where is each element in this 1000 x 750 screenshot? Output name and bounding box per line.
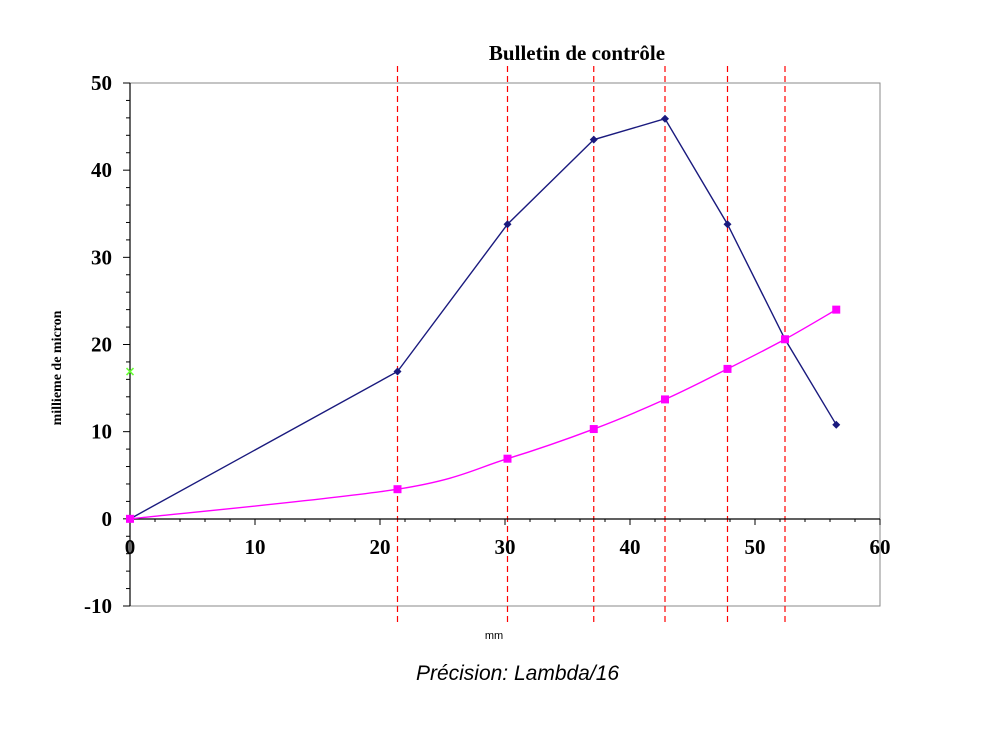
y-tick-label: 40 <box>91 158 112 182</box>
series-2-point <box>723 364 732 373</box>
series-2-point <box>781 335 789 344</box>
series-1-point <box>661 114 669 123</box>
x-tick-label: 0 <box>125 535 136 559</box>
y-tick-label: -10 <box>84 594 112 618</box>
series-2-point <box>589 425 598 434</box>
chart-title: Bulletin de contrôle <box>489 41 665 65</box>
axes: 0 10 20 30 40 50 60 -10 0 10 20 30 40 50 <box>84 71 891 618</box>
series-1-line <box>129 117 837 520</box>
series-1-point <box>723 220 732 229</box>
series-1-point <box>832 420 841 429</box>
series-group <box>125 114 841 523</box>
y-tick-label: 10 <box>91 420 112 444</box>
series-1-point <box>503 220 512 229</box>
series-2-point <box>503 454 512 463</box>
series-2-point <box>832 305 841 314</box>
cross-stroke <box>125 367 135 376</box>
x-tick-label: 10 <box>245 535 266 559</box>
series-1-point <box>589 135 598 144</box>
x-tick-label: 60 <box>870 535 891 559</box>
x-tick-label: 20 <box>370 535 391 559</box>
y-tick-label: 20 <box>91 333 112 357</box>
x-tick-label: 50 <box>745 535 766 559</box>
reference-lines <box>396 66 786 626</box>
series-2-point <box>661 395 669 404</box>
plot-area <box>129 82 881 607</box>
y-tick-label: 50 <box>91 71 112 95</box>
series-1-point <box>393 367 402 376</box>
series-2-point <box>393 485 402 494</box>
x-axis-label: mm <box>485 630 503 642</box>
y-tick-label: 0 <box>102 507 113 531</box>
series-2-point <box>126 514 134 523</box>
x-tick-label: 40 <box>620 535 641 559</box>
y-tick-label: 30 <box>91 245 112 269</box>
series-3-point <box>125 367 135 376</box>
y-axis-label: millieme de micron <box>50 310 65 425</box>
caption: Précision: Lambda/16 <box>415 662 620 685</box>
x-tick-label: 30 <box>495 535 516 559</box>
